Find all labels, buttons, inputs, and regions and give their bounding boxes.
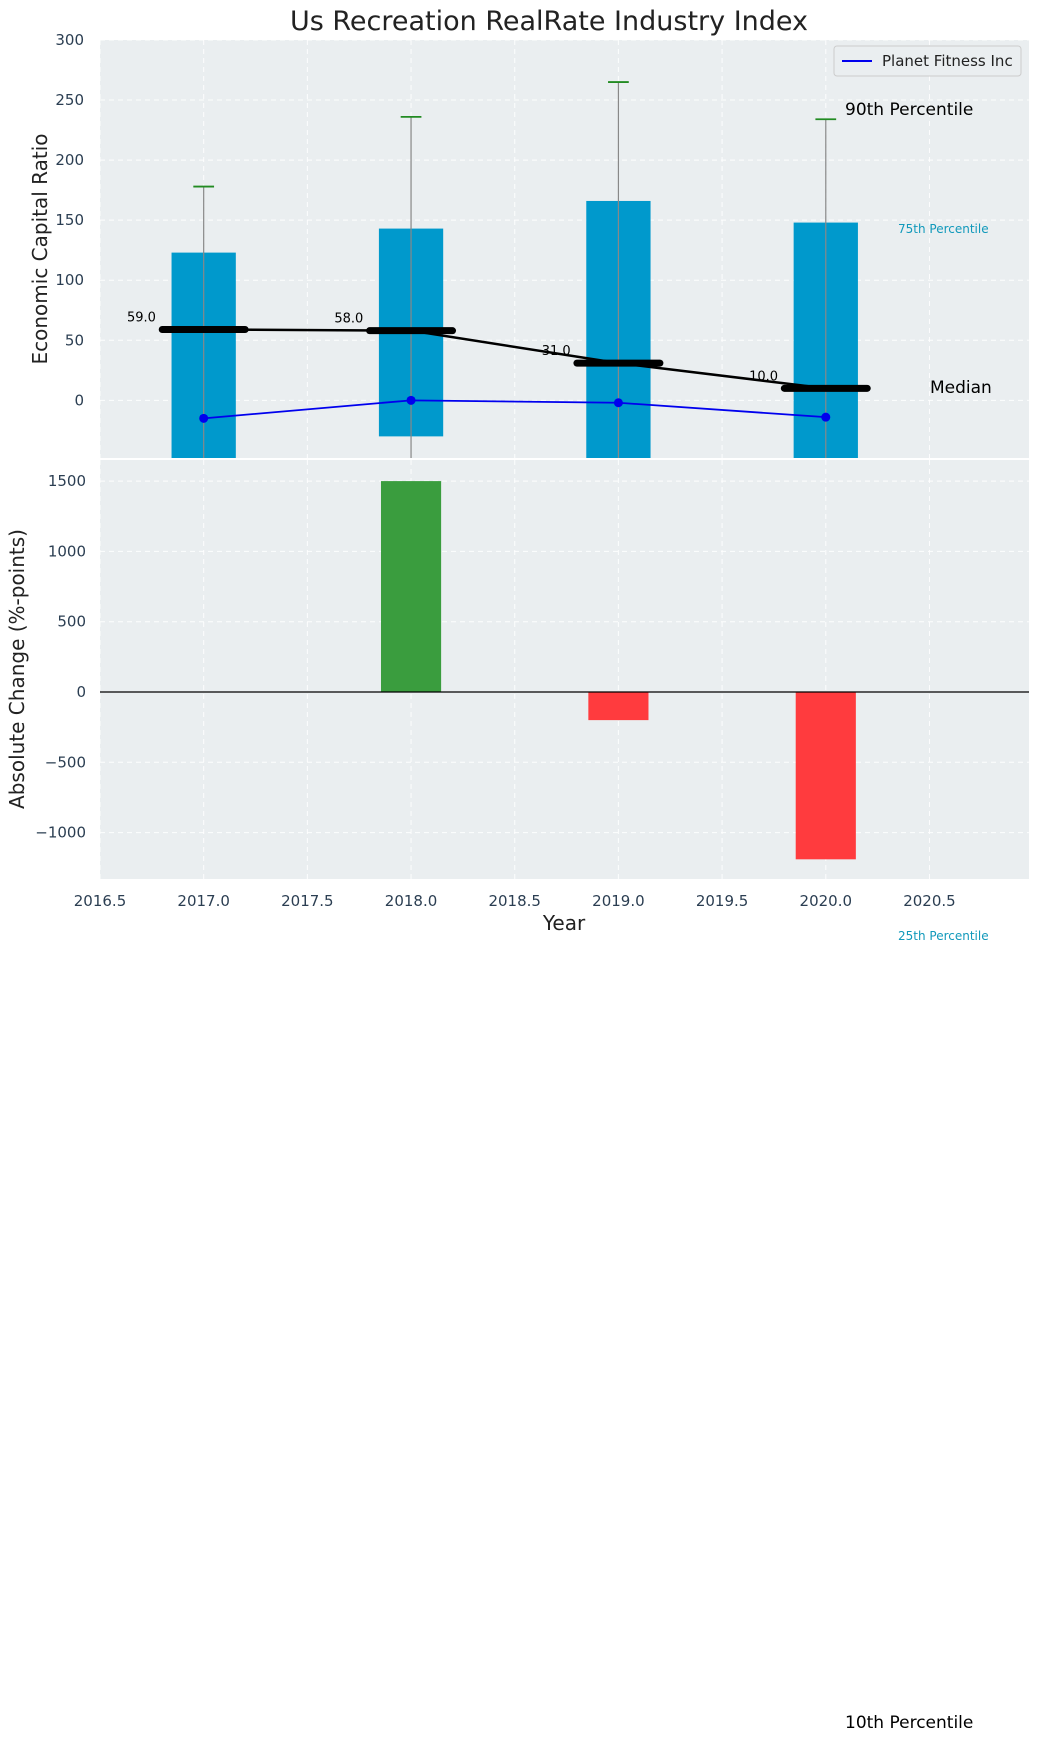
bottom-y-axis-label: Absolute Change (%-points): [5, 529, 29, 809]
annotation-25th: 25th Percentile: [898, 929, 989, 943]
top-y-tick-label: 50: [65, 331, 84, 349]
company-point: [406, 395, 416, 405]
median-trend-line: [203, 328, 826, 390]
bottom-y-tick-label: −500: [45, 753, 86, 771]
company-point: [613, 398, 623, 408]
x-tick-label: 2019.0: [592, 892, 645, 910]
company-point: [199, 413, 209, 423]
company-point: [821, 412, 831, 422]
change-bars: [380, 481, 856, 860]
legend-box: [833, 45, 1022, 77]
change-bar: [795, 691, 856, 860]
top-y-tick-label: 250: [55, 91, 84, 109]
annotation-75th: 75th Percentile: [898, 222, 989, 236]
bottom-y-tick-label: 500: [57, 613, 86, 631]
median-value-label: 58.0: [334, 312, 363, 327]
top-y-tick-label: 0: [74, 391, 84, 409]
x-tick-label: 2020.0: [800, 892, 853, 910]
bottom-y-tick-label: 1500: [48, 472, 86, 490]
median-value-label: 59.0: [127, 310, 156, 325]
x-tick-label: 2016.5: [74, 892, 127, 910]
chart-title: Us Recreation RealRate Industry Index: [290, 6, 808, 37]
bottom-panel-background: [100, 460, 1029, 879]
company-series: [199, 395, 831, 423]
bottom-y-tick-label: 1000: [48, 542, 86, 560]
axis-ticks: 2016.5 2017.0 2017.5 2018.0 2018.5 2019.0 2019…: [35, 31, 955, 910]
top-y-tick-label: 150: [55, 211, 84, 229]
x-tick-label: 2017.0: [177, 892, 230, 910]
top-y-tick-label: 200: [55, 151, 84, 169]
bottom-y-tick-label: −1000: [35, 824, 86, 842]
x-tick-label: 2017.5: [281, 892, 334, 910]
x-tick-label: 2020.5: [903, 892, 956, 910]
x-tick-label: 2018.5: [488, 892, 541, 910]
company-line: [203, 399, 826, 420]
top-y-axis-label: Economic Capital Ratio: [28, 133, 52, 364]
legend-label: Planet Fitness Inc: [882, 52, 1013, 70]
bottom-gridlines: [99, 460, 1029, 879]
median-markers: 59.0 58.031.010.0: [127, 310, 871, 392]
x-axis-label: Year: [542, 911, 586, 935]
change-bar: [588, 691, 649, 721]
legend: Planet Fitness Inc: [833, 45, 1022, 77]
top-y-tick-label: 100: [55, 271, 84, 289]
change-bar: [380, 481, 442, 692]
top-panel-background: [100, 40, 1029, 458]
bottom-y-tick-label: 0: [76, 683, 86, 701]
annotation-90th: 90th Percentile: [845, 100, 973, 120]
annotation-median: Median: [930, 378, 992, 398]
top-y-tick-label: 300: [55, 31, 84, 49]
annotation-10th: 10th Percentile: [845, 1713, 973, 1733]
x-tick-label: 2019.5: [696, 892, 749, 910]
x-tick-label: 2018.0: [385, 892, 438, 910]
